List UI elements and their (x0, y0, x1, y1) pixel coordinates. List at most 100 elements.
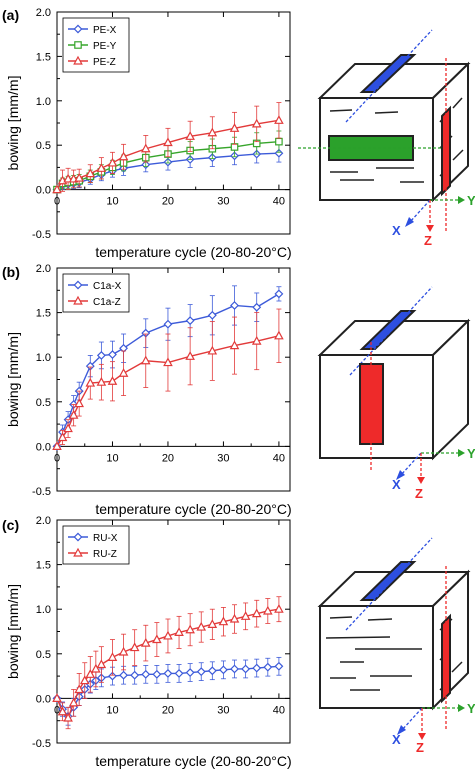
data-point (229, 123, 240, 132)
data-point (163, 357, 173, 367)
chart-panel-2: -0.5 0.0 0.5 1.0 1.5 2.0 0 10 20 30 40 temperature … (2, 263, 292, 517)
data-point (218, 665, 228, 675)
y-tick-label: 0.5 (36, 649, 51, 661)
series-C1a-Z (52, 308, 284, 450)
legend-entry: PE-Z (93, 57, 116, 68)
data-point (163, 668, 173, 678)
y-tick-label: 1.0 (36, 352, 51, 364)
charts-layer: -0.5 0.0 0.5 1.0 1.5 2.0 0 10 20 30 40 temperature … (2, 7, 292, 769)
y-axis-label: bowing [mm/m] (5, 76, 21, 171)
data-point (108, 350, 117, 359)
data-point (107, 652, 118, 661)
legend-marker (73, 24, 83, 34)
data-point (57, 706, 68, 716)
data-point (130, 670, 140, 680)
data-point (241, 664, 251, 674)
x-tick-label: 10 (106, 196, 118, 208)
legend-box (62, 525, 130, 565)
data-point (107, 376, 118, 385)
data-point (207, 345, 218, 355)
legend-box (62, 273, 130, 313)
data-point (274, 603, 284, 613)
data-point (251, 335, 262, 345)
y-tick-label: 0.5 (36, 397, 51, 409)
y-tick-label: 0.0 (36, 185, 51, 197)
axis-x-label: X (392, 477, 401, 492)
x-axis-label: temperature cycle (20-80-20°C) (95, 244, 291, 260)
data-point (196, 667, 206, 677)
legend-marker (73, 295, 83, 305)
y-tick-label: 2.0 (36, 263, 51, 275)
x-tick-label: 30 (217, 452, 229, 464)
panel-label: (a) (2, 7, 19, 23)
x-tick-label: 40 (273, 196, 285, 208)
data-point (74, 684, 84, 694)
y-tick-label: 1.0 (36, 96, 51, 108)
data-point (275, 137, 283, 146)
series-RU-Z (52, 596, 284, 730)
data-point (196, 621, 207, 631)
data-point (119, 670, 129, 680)
data-point (274, 330, 284, 340)
series-line (56, 293, 280, 447)
data-point (152, 634, 162, 644)
axis-y-label: Y (467, 446, 475, 461)
y-tick-label: 1.5 (36, 51, 51, 63)
data-point (163, 630, 173, 640)
data-point (263, 662, 273, 672)
series-PE-Z (52, 102, 284, 194)
x-tick-label: 0 (54, 452, 60, 464)
x-tick-label: 10 (106, 704, 118, 716)
data-point (152, 669, 162, 679)
panel-label: (c) (2, 517, 19, 533)
axis-z-label: Z (416, 740, 424, 755)
data-point (207, 127, 218, 137)
legend-entry: RU-X (93, 533, 118, 544)
data-point (185, 668, 195, 677)
axis-z-label: Z (424, 233, 432, 248)
panel-label: (b) (2, 264, 20, 280)
data-point (174, 668, 184, 678)
data-point (57, 432, 68, 442)
data-point (68, 409, 79, 419)
data-point (85, 669, 96, 678)
data-point (252, 302, 262, 312)
x-tick-label: 40 (273, 452, 285, 464)
data-point (85, 168, 96, 178)
data-point (207, 619, 218, 628)
data-point (52, 184, 62, 194)
data-point (63, 712, 73, 722)
x-tick-label: 30 (217, 196, 229, 208)
legend-entry: PE-X (93, 25, 117, 36)
x-tick-label: 0 (54, 196, 60, 208)
data-point (96, 376, 107, 386)
data-point (96, 659, 107, 669)
x-axis-label: temperature cycle (20-80-20°C) (95, 501, 291, 517)
data-point (96, 350, 106, 360)
data-point (68, 697, 79, 707)
axis-z-label: Z (415, 486, 423, 501)
data-point (185, 624, 195, 634)
y-tick-label: 2.0 (36, 515, 51, 527)
legend-marker (74, 41, 82, 49)
legend: RU-X RU-Z (62, 525, 130, 565)
data-point (274, 661, 284, 671)
data-point (230, 664, 239, 674)
data-point (140, 637, 151, 647)
data-point (263, 605, 273, 615)
x-tick-label: 0 (54, 704, 60, 716)
axis-y-label: Y (467, 701, 475, 716)
y-tick-label: 1.5 (36, 308, 51, 320)
legend-marker (73, 280, 83, 290)
chart-panel-1: -0.5 0.0 0.5 1.0 1.5 2.0 0 10 20 30 40 temperature … (2, 7, 292, 260)
data-point (230, 143, 239, 151)
data-point (218, 616, 229, 626)
y-tick-label: 0.5 (36, 140, 51, 152)
y-tick-label: 0.0 (36, 441, 51, 453)
axis-x-label: X (392, 223, 401, 238)
y-tick-label: -0.5 (32, 486, 51, 498)
data-point (229, 340, 240, 350)
axis-x-label: X (392, 732, 401, 747)
data-point (52, 693, 62, 703)
